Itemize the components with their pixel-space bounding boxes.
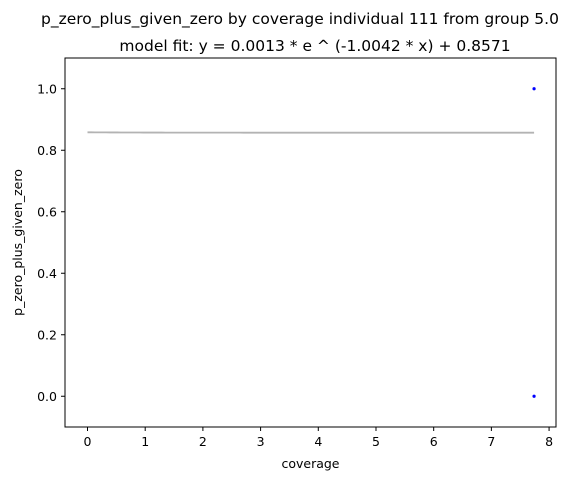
- chart-subtitle: model fit: y = 0.0013 * e ^ (-1.0042 * x…: [119, 37, 510, 55]
- y-tick-label: 0.8: [37, 143, 57, 158]
- x-tick-label: 8: [545, 434, 553, 449]
- y-tick-label: 1.0: [37, 81, 57, 96]
- x-tick-label: 4: [314, 434, 322, 449]
- chart-title: p_zero_plus_given_zero by coverage indiv…: [41, 10, 559, 29]
- y-tick-label: 0.6: [37, 204, 57, 219]
- y-tick-label: 0.0: [37, 389, 57, 404]
- x-axis-label: coverage: [281, 456, 339, 471]
- x-tick-label: 5: [372, 434, 380, 449]
- x-tick-label: 0: [84, 434, 92, 449]
- plot-frame: [65, 58, 556, 427]
- data-point: [532, 395, 535, 398]
- x-tick-label: 1: [141, 434, 149, 449]
- x-tick-label: 3: [257, 434, 265, 449]
- x-tick-label: 7: [487, 434, 495, 449]
- y-tick-label: 0.2: [37, 327, 57, 342]
- x-tick-label: 2: [199, 434, 207, 449]
- data-point: [532, 87, 535, 90]
- y-axis-ticks: 0.0 0.2 0.4 0.6 0.8 1.0: [37, 81, 65, 404]
- x-axis-ticks: 0 1 2 3 4 5 6 7 8: [84, 427, 554, 449]
- x-tick-label: 6: [430, 434, 438, 449]
- y-axis-label: p_zero_plus_given_zero: [10, 169, 25, 316]
- plot-area: [88, 87, 536, 398]
- y-tick-label: 0.4: [37, 266, 57, 281]
